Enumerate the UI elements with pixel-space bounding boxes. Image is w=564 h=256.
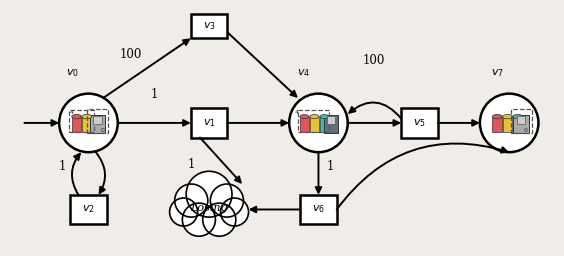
FancyBboxPatch shape	[513, 116, 523, 132]
FancyBboxPatch shape	[300, 116, 309, 132]
Text: $v_2$: $v_2$	[82, 204, 95, 215]
Text: $v_0$: $v_0$	[66, 67, 79, 79]
Text: $v_1$: $v_1$	[202, 117, 215, 129]
Ellipse shape	[492, 114, 502, 119]
FancyBboxPatch shape	[191, 108, 227, 137]
FancyBboxPatch shape	[513, 115, 529, 133]
FancyBboxPatch shape	[82, 116, 92, 132]
Ellipse shape	[300, 114, 309, 119]
FancyBboxPatch shape	[401, 108, 438, 137]
Text: 4: 4	[295, 110, 299, 115]
Circle shape	[170, 198, 197, 226]
FancyBboxPatch shape	[503, 116, 513, 132]
Circle shape	[210, 184, 244, 217]
FancyBboxPatch shape	[93, 116, 102, 124]
Text: 0: 0	[100, 128, 104, 133]
FancyBboxPatch shape	[300, 195, 337, 224]
Text: $v_4$: $v_4$	[297, 67, 310, 79]
FancyBboxPatch shape	[492, 116, 502, 132]
FancyBboxPatch shape	[72, 116, 81, 132]
Circle shape	[186, 171, 232, 217]
Text: $v_3$: $v_3$	[202, 20, 215, 32]
Text: $v_5$: $v_5$	[413, 117, 426, 129]
Circle shape	[289, 94, 348, 152]
Circle shape	[202, 203, 236, 236]
FancyBboxPatch shape	[327, 116, 335, 124]
Text: Losing: Losing	[190, 204, 228, 214]
Circle shape	[480, 94, 539, 152]
Circle shape	[182, 203, 215, 236]
FancyBboxPatch shape	[320, 116, 329, 132]
Ellipse shape	[82, 114, 92, 119]
FancyBboxPatch shape	[70, 195, 107, 224]
FancyBboxPatch shape	[517, 116, 525, 124]
Ellipse shape	[310, 114, 319, 119]
Text: 100: 100	[120, 48, 142, 61]
Text: 100: 100	[363, 54, 385, 67]
FancyBboxPatch shape	[324, 115, 338, 133]
FancyBboxPatch shape	[310, 116, 319, 132]
Text: 1: 1	[151, 88, 158, 101]
Text: 1: 1	[187, 158, 195, 171]
Text: $v_7$: $v_7$	[491, 67, 504, 79]
Text: 0: 0	[524, 128, 528, 133]
Text: 1: 1	[59, 160, 66, 173]
Text: $v_6$: $v_6$	[312, 204, 325, 215]
FancyBboxPatch shape	[191, 14, 227, 38]
Text: 1: 1	[327, 160, 334, 173]
Ellipse shape	[513, 114, 523, 119]
Text: 4: 4	[70, 110, 74, 115]
Circle shape	[221, 198, 249, 226]
Ellipse shape	[320, 114, 329, 119]
FancyBboxPatch shape	[90, 115, 105, 133]
Circle shape	[59, 94, 118, 152]
Circle shape	[175, 184, 208, 217]
Ellipse shape	[72, 114, 81, 119]
Ellipse shape	[503, 114, 513, 119]
